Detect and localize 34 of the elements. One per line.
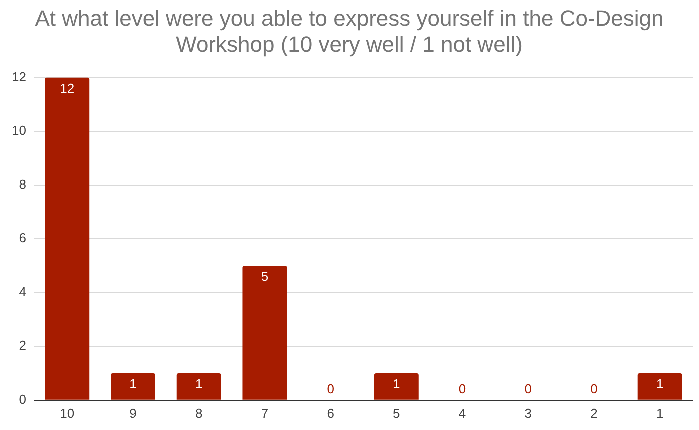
bar xyxy=(111,374,156,400)
data-label: 12 xyxy=(60,80,75,96)
data-label: 0 xyxy=(327,381,334,396)
x-tick-label: 6 xyxy=(327,406,334,421)
y-tick-label: 8 xyxy=(19,176,26,192)
bar xyxy=(176,374,222,400)
y-tick-label: 12 xyxy=(12,69,26,84)
x-tick-label: 10 xyxy=(60,406,75,421)
y-tick-label: 2 xyxy=(19,338,26,354)
bar xyxy=(242,266,288,400)
data-label: 1 xyxy=(195,376,203,392)
x-tick-label: 3 xyxy=(524,406,532,421)
bar xyxy=(638,374,682,400)
x-tick-label: 5 xyxy=(393,406,400,421)
x-tick-label: 2 xyxy=(590,406,598,421)
data-label: 1 xyxy=(656,376,664,392)
y-tick-label: 0 xyxy=(19,392,26,407)
data-label: 0 xyxy=(458,381,466,396)
x-tick-label: 8 xyxy=(195,406,203,421)
bar xyxy=(374,374,419,400)
y-tick-label: 4 xyxy=(19,284,26,300)
data-label: 1 xyxy=(393,376,400,392)
data-label: 5 xyxy=(261,269,269,284)
chart-title: At what level were you able to express yourself in the Co-Design Workshop (10 very well / 1 not well) xyxy=(34,6,665,59)
data-label: 0 xyxy=(590,381,598,396)
y-tick-label: 6 xyxy=(19,230,26,246)
data-label: 0 xyxy=(524,381,532,396)
x-tick-label: 1 xyxy=(656,406,664,421)
y-tick-label: 10 xyxy=(12,123,26,138)
x-tick-label: 4 xyxy=(458,406,466,421)
x-tick-label: 9 xyxy=(130,406,137,421)
x-tick-label: 7 xyxy=(261,406,269,421)
bar xyxy=(45,78,90,400)
data-label: 1 xyxy=(130,376,137,392)
